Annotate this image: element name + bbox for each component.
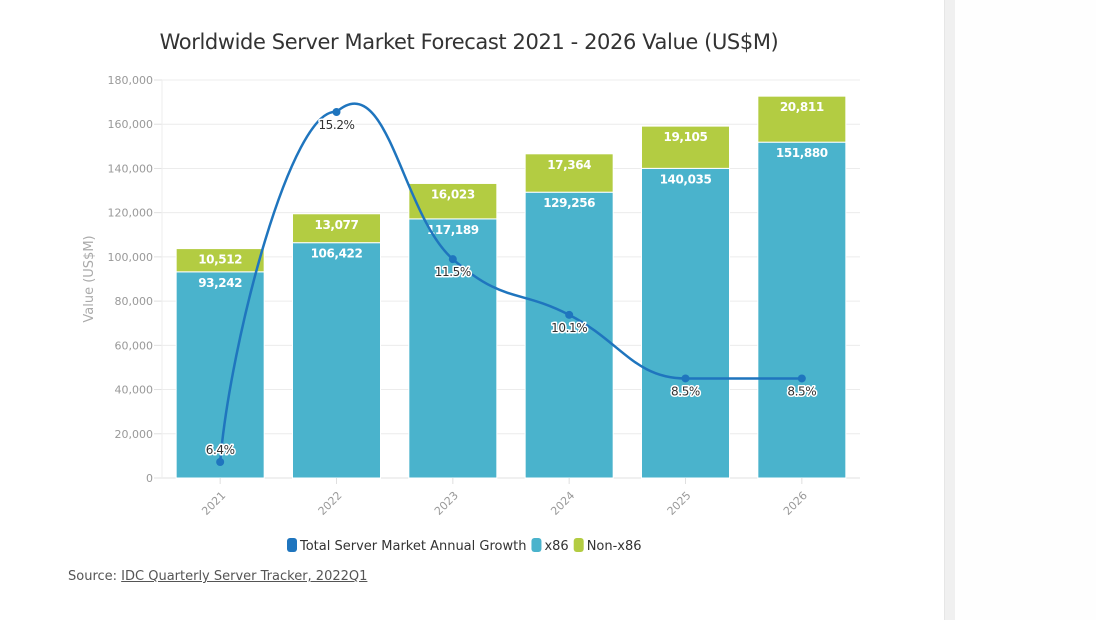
y-tick-label: 100,000 xyxy=(108,251,154,264)
right-panel xyxy=(955,0,1096,620)
growth-point-2022[interactable] xyxy=(332,108,341,116)
bar-non-x86-2021[interactable] xyxy=(175,248,265,273)
bar-label-x86: 106,422 xyxy=(311,247,363,261)
scrollbar-track[interactable] xyxy=(944,0,955,620)
growth-point-2026[interactable] xyxy=(797,374,806,383)
bar-label-x86: 117,189 xyxy=(427,223,479,237)
growth-line-series: 6.4% 15.2% 11.5% 10.1% 8.5% 8.5% xyxy=(204,102,818,466)
growth-label: 6.4% xyxy=(206,443,235,457)
bar-label-non-x86: 19,105 xyxy=(664,130,708,144)
legend-label: Total Server Market Annual Growth xyxy=(299,539,526,554)
y-tick-label: 80,000 xyxy=(115,295,154,308)
legend-swatch xyxy=(573,538,584,552)
growth-label: 11.5% xyxy=(435,265,471,279)
y-tick-label: 0 xyxy=(146,472,153,485)
legend-swatch xyxy=(531,538,542,552)
growth-label: 8.5% xyxy=(787,384,816,398)
y-tick-label: 140,000 xyxy=(108,162,154,175)
x-tick-label: 2023 xyxy=(432,489,461,518)
bar-label-non-x86: 16,023 xyxy=(431,187,475,201)
bar-non-x86-2022[interactable] xyxy=(292,213,381,244)
legend-label: x86 xyxy=(544,539,568,554)
x-tick-label: 2021 xyxy=(199,489,228,518)
legend: Total Server Market Annual Growth x86 Non-… xyxy=(287,538,642,554)
legend-item-total-server-market-annual-growth[interactable]: Total Server Market Annual Growth xyxy=(287,538,526,554)
chart: 0 20,000 40,000 60,000 80,000 100,000 120,000 1… xyxy=(82,74,860,554)
x-axis: 2021 2022 2023 2024 2025 2026 xyxy=(199,478,810,518)
legend-item-non-x86[interactable]: Non-x86 xyxy=(573,538,642,554)
source-link[interactable]: IDC Quarterly Server Tracker, 2022Q1 xyxy=(121,569,368,584)
growth-point-2021[interactable] xyxy=(216,458,225,466)
bar-non-x86-2024[interactable] xyxy=(524,153,614,193)
y-tick-label: 60,000 xyxy=(115,339,154,352)
bar-non-x86-2023[interactable] xyxy=(408,182,498,220)
legend-label: Non-x86 xyxy=(587,539,642,554)
bar-label-x86: 129,256 xyxy=(543,196,595,210)
y-axis: 0 20,000 40,000 60,000 80,000 100,000 120,000 1… xyxy=(108,74,163,485)
x-tick-label: 2022 xyxy=(316,489,345,518)
y-tick-label: 160,000 xyxy=(108,118,154,131)
bar-non-x86-2026[interactable] xyxy=(757,95,847,143)
x-tick-label: 2024 xyxy=(548,489,577,518)
source-prefix: Source: xyxy=(68,569,122,584)
gridlines xyxy=(162,79,860,479)
chart-title: Worldwide Server Market Forecast 2021 - … xyxy=(159,30,779,54)
source-note: Source: IDC Quarterly Server Tracker, 20… xyxy=(68,569,367,584)
y-tick-label: 20,000 xyxy=(115,428,154,441)
growth-label: 10.1% xyxy=(551,321,587,335)
bar-label-non-x86: 17,364 xyxy=(547,158,591,172)
legend-swatch xyxy=(287,538,297,552)
x-tick-label: 2026 xyxy=(781,489,810,518)
legend-item-x86[interactable]: x86 xyxy=(531,538,569,554)
growth-label: 8.5% xyxy=(671,384,700,398)
bar-x86-2021[interactable] xyxy=(175,271,265,479)
bar-label-non-x86: 20,811 xyxy=(780,100,824,114)
bar-label-x86: 93,242 xyxy=(198,276,242,290)
bar-non-x86-2025[interactable] xyxy=(641,125,730,169)
bars: 93,242 10,512 106,422 13,077 117,189 16,023 12… xyxy=(175,95,847,479)
growth-point-2024[interactable] xyxy=(565,310,574,319)
bar-label-non-x86: 13,077 xyxy=(315,218,359,232)
bar-label-x86: 151,880 xyxy=(776,146,828,160)
growth-point-2023[interactable] xyxy=(448,255,457,264)
x-tick-label: 2025 xyxy=(665,489,694,518)
y-tick-label: 180,000 xyxy=(108,74,154,87)
bar-label-x86: 140,035 xyxy=(660,172,712,186)
y-tick-label: 120,000 xyxy=(108,207,154,220)
bar-label-non-x86: 10,512 xyxy=(198,253,242,267)
bar-x86-2025[interactable] xyxy=(641,167,730,479)
growth-point-2025[interactable] xyxy=(681,374,690,383)
y-axis-title: Value (US$M) xyxy=(82,235,97,322)
y-tick-label: 40,000 xyxy=(115,384,154,397)
bar-x86-2026[interactable] xyxy=(757,141,847,479)
bar-x86-2022[interactable] xyxy=(292,242,381,479)
growth-label: 15.2% xyxy=(318,118,354,132)
